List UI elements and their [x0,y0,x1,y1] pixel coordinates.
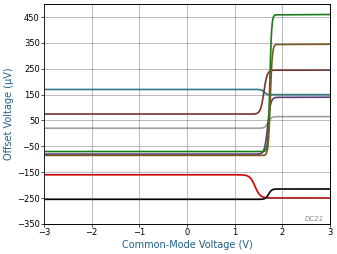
Text: DC21: DC21 [305,216,325,222]
X-axis label: Common-Mode Voltage (V): Common-Mode Voltage (V) [122,240,252,250]
Y-axis label: Offset Voltage (μV): Offset Voltage (μV) [4,68,14,160]
